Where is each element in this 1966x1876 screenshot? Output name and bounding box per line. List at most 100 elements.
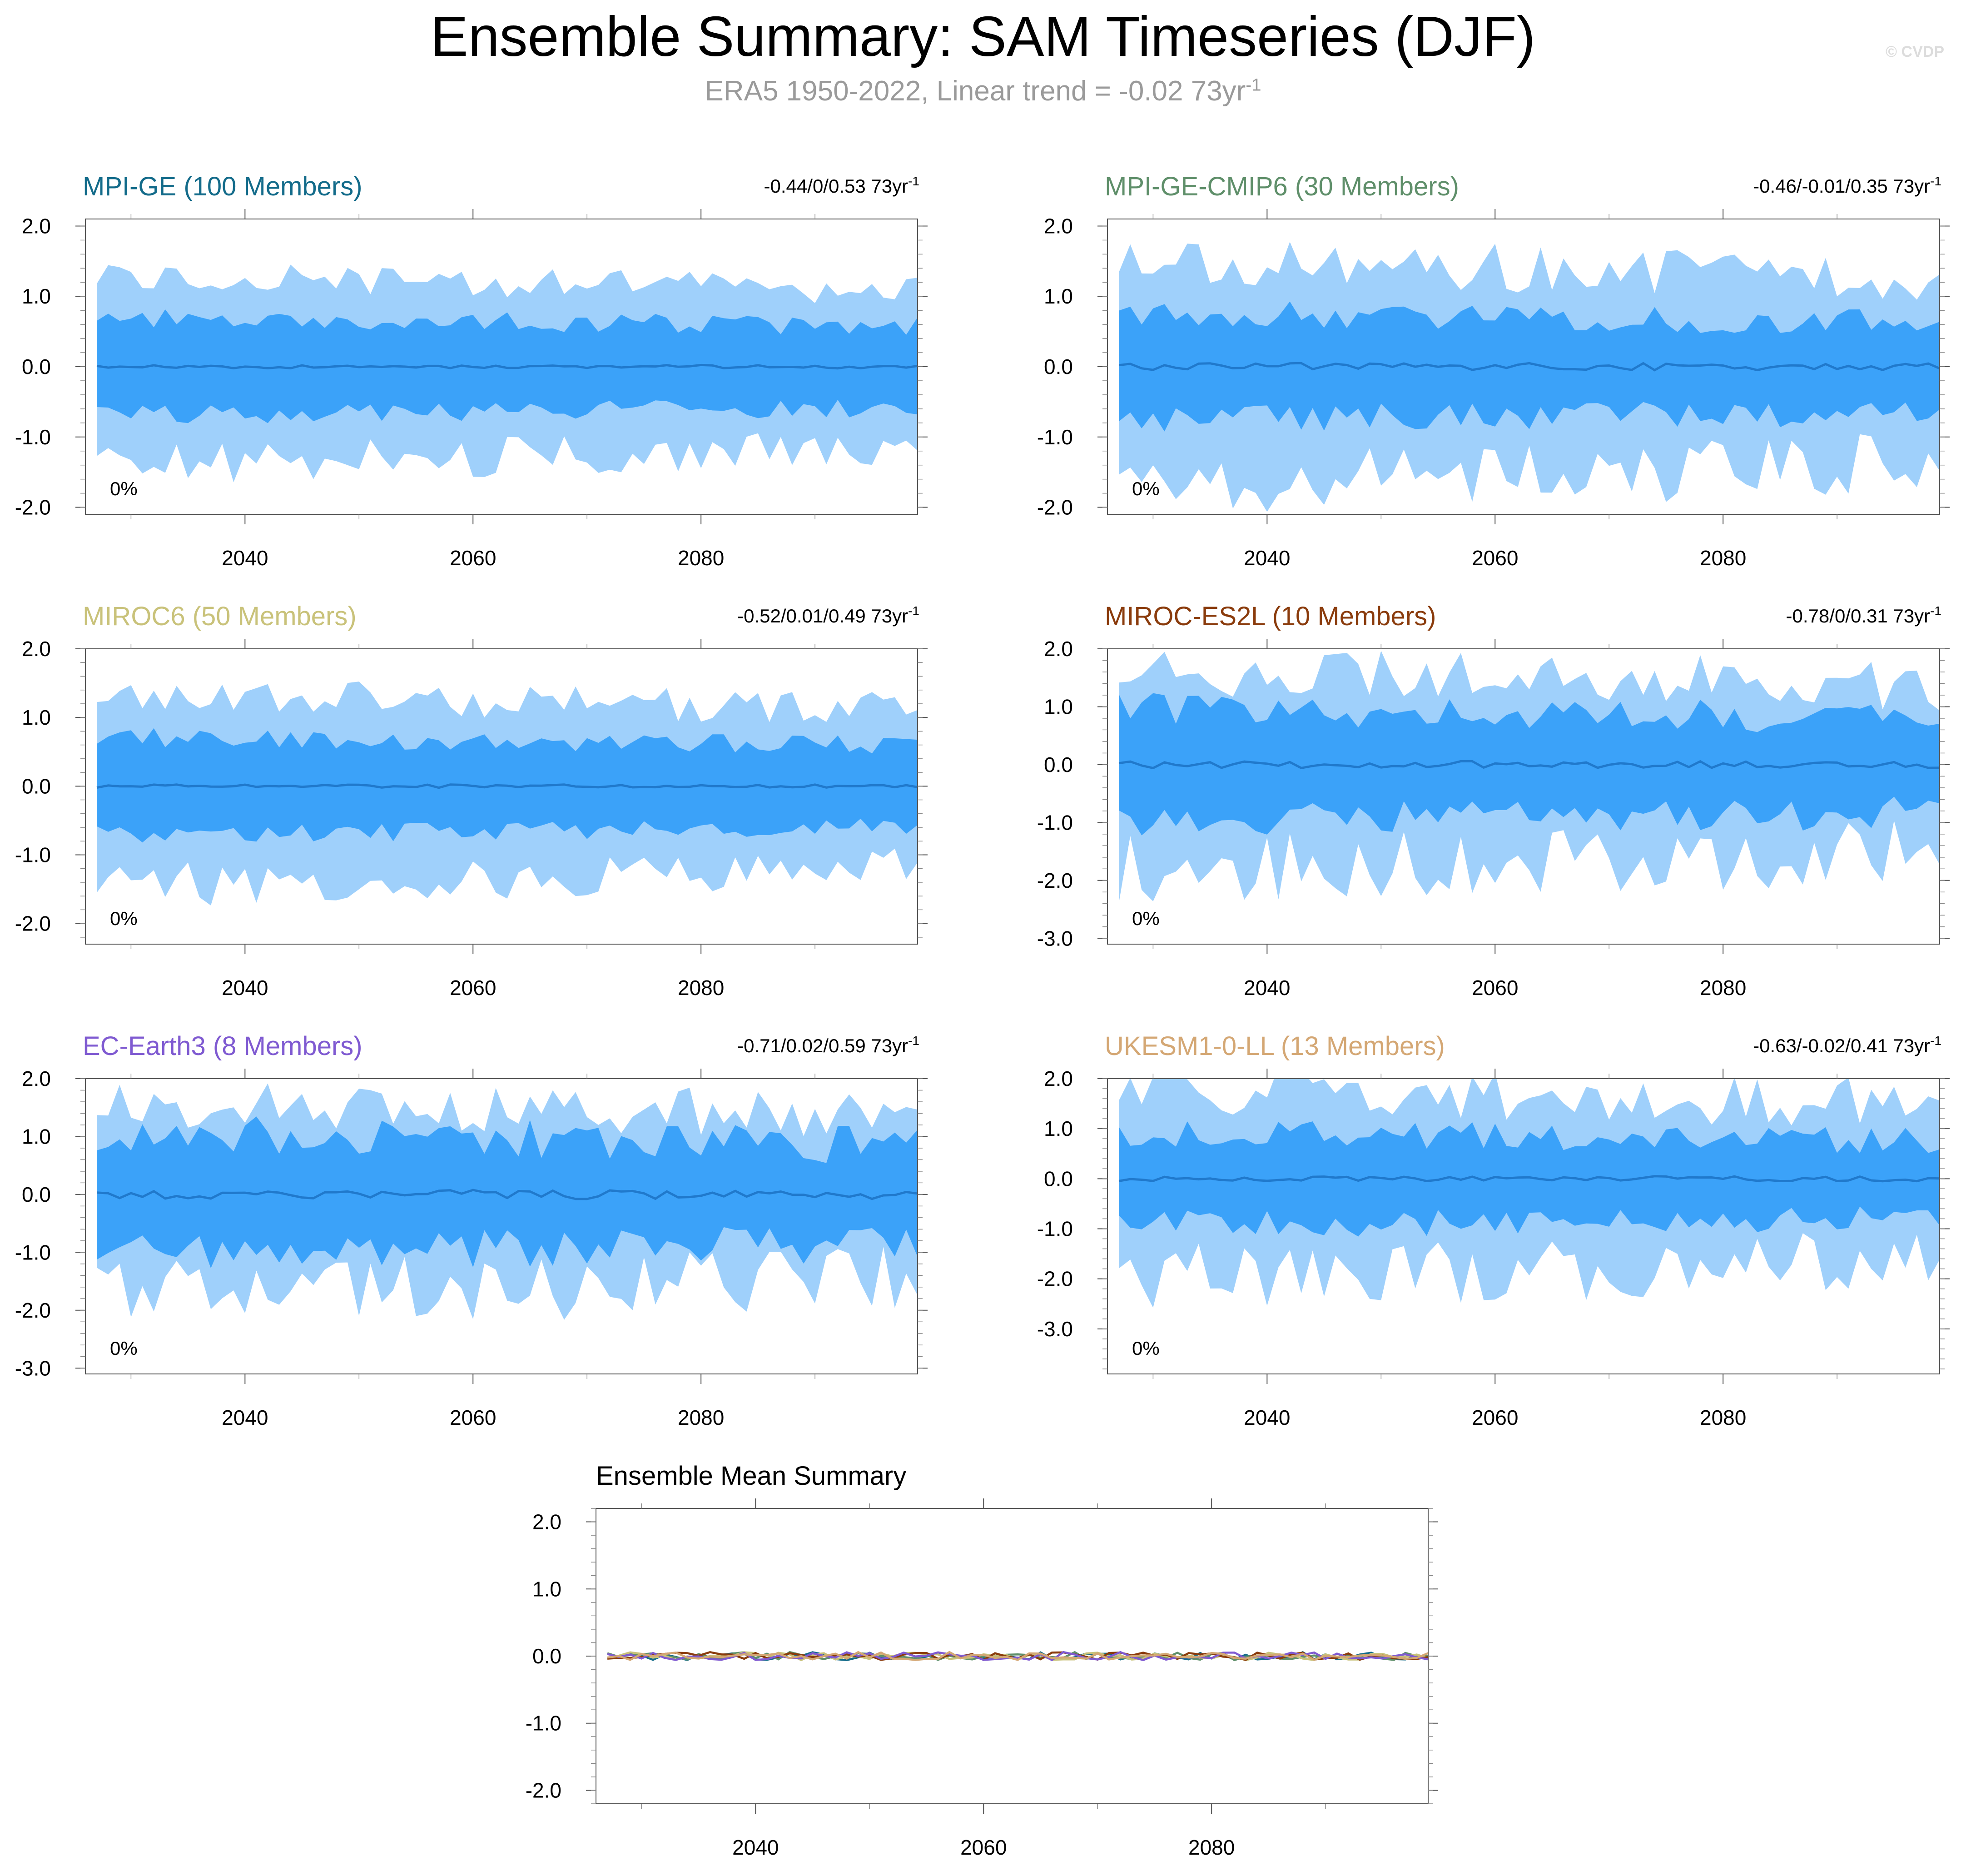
x-tick-label: 2080	[678, 546, 724, 570]
y-tick-label: -2.0	[15, 1299, 51, 1322]
cvdp-watermark: © CVDP	[1886, 43, 1944, 60]
y-tick-label: 2.0	[1044, 1067, 1073, 1090]
subtitle-exponent: -1	[1246, 75, 1261, 95]
trend-label: -0.71/0.02/0.59 73yr-1	[737, 1034, 919, 1056]
y-tick-label: 2.0	[532, 1510, 561, 1534]
plot-area	[607, 1651, 1428, 1662]
y-tick-label: -2.0	[1037, 1267, 1073, 1291]
y-tick-label: -1.0	[15, 843, 51, 866]
y-tick-label: 1.0	[22, 284, 51, 308]
panel-7: Ensemble Mean Summary 2.0 1.0 0.0 -1.0 -2.0 20…	[526, 1461, 1438, 1859]
y-tick-label: 0.0	[22, 774, 51, 798]
panel-title: EC-Earth3 (8 Members)	[83, 1031, 362, 1061]
y-tick-label: -1.0	[1037, 1217, 1073, 1241]
plot-frame	[1107, 1078, 1940, 1374]
percent-label: 0%	[1132, 908, 1160, 929]
y-tick-label: -3.0	[15, 1356, 51, 1380]
trend-label: -0.46/-0.01/0.35 73yr-1	[1753, 174, 1941, 197]
ensemble-mean-line	[96, 783, 918, 789]
ensemble-mean-line	[1118, 1175, 1940, 1183]
panel-title: MIROC6 (50 Members)	[83, 602, 357, 631]
y-tick-label: 0.0	[22, 355, 51, 378]
y-tick-label: 0.0	[532, 1644, 561, 1668]
x-tick-label: 2080	[678, 976, 724, 1000]
plot-area	[96, 1083, 918, 1320]
x-tick-label: 2060	[450, 546, 496, 570]
panel-title: MPI-GE-CMIP6 (30 Members)	[1105, 172, 1459, 201]
ensemble-mean-line	[1118, 362, 1940, 372]
inner-percentile-band	[1119, 1121, 1940, 1237]
y-tick-label: 0.0	[1044, 355, 1073, 378]
plot-area	[96, 264, 918, 483]
panel-3: MIROC6 (50 Members) -0.52/0.01/0.49 73yr-…	[15, 602, 928, 1000]
panel-title: MIROC-ES2L (10 Members)	[1105, 602, 1436, 631]
y-tick-label: 0.0	[1044, 1167, 1073, 1190]
plot-area	[1118, 651, 1940, 903]
y-tick-label: 1.0	[1044, 1117, 1073, 1140]
y-tick-label: 2.0	[22, 214, 51, 238]
x-tick-label: 2080	[678, 1406, 724, 1429]
x-tick-label: 2060	[450, 976, 496, 1000]
y-tick-label: 0.0	[22, 1183, 51, 1206]
x-tick-label: 2060	[960, 1836, 1007, 1859]
y-tick-label: -2.0	[15, 912, 51, 936]
mean-series-5	[607, 1651, 1428, 1662]
plot-area	[1118, 242, 1940, 512]
percent-label: 0%	[110, 908, 138, 929]
y-tick-label: 1.0	[22, 1125, 51, 1148]
x-tick-label: 2040	[1244, 546, 1290, 570]
trend-label: -0.63/-0.02/0.41 73yr-1	[1753, 1034, 1941, 1056]
x-tick-label: 2080	[1700, 976, 1746, 1000]
mean-series-6	[607, 1651, 1428, 1661]
x-tick-label: 2040	[1244, 976, 1290, 1000]
x-tick-label: 2080	[1188, 1836, 1235, 1859]
y-tick-label: 1.0	[22, 706, 51, 729]
y-tick-label: 2.0	[22, 637, 51, 661]
plot-area	[96, 682, 918, 906]
x-tick-label: 2040	[222, 1406, 268, 1429]
panel-1: MPI-GE (100 Members) -0.44/0/0.53 73yr-1 0…	[15, 172, 928, 570]
y-tick-label: -2.0	[526, 1778, 561, 1802]
trend-label: -0.52/0.01/0.49 73yr-1	[737, 604, 919, 627]
x-tick-label: 2080	[1700, 546, 1746, 570]
y-tick-label: 1.0	[532, 1577, 561, 1601]
x-tick-label: 2080	[1700, 1406, 1746, 1429]
y-tick-label: -3.0	[1037, 926, 1073, 950]
y-tick-label: 1.0	[1044, 695, 1073, 718]
panel-title: Ensemble Mean Summary	[596, 1461, 906, 1491]
ensemble-mean-line	[96, 363, 918, 370]
percent-label: 0%	[110, 478, 138, 499]
panel-title: MPI-GE (100 Members)	[83, 172, 362, 201]
inner-percentile-band	[1119, 693, 1940, 836]
panel-6: UKESM1-0-LL (13 Members) -0.63/-0.02/0.41…	[1037, 1031, 1950, 1429]
y-tick-label: -1.0	[15, 425, 51, 449]
percent-label: 0%	[1132, 478, 1160, 499]
x-tick-label: 2040	[222, 976, 268, 1000]
x-tick-label: 2060	[1472, 1406, 1518, 1429]
plot-frame	[85, 1078, 918, 1374]
subtitle-text: ERA5 1950-2022, Linear trend = -0.02 73y…	[705, 75, 1246, 107]
panel-4: MIROC-ES2L (10 Members) -0.78/0/0.31 73yr…	[1037, 602, 1950, 1000]
inner-percentile-band	[97, 309, 918, 423]
panel-5: EC-Earth3 (8 Members) -0.71/0.02/0.59 73y…	[15, 1031, 928, 1429]
panel-2: MPI-GE-CMIP6 (30 Members) -0.46/-0.01/0.3…	[1037, 172, 1950, 570]
y-tick-label: 0.0	[1044, 753, 1073, 776]
y-tick-label: -2.0	[15, 496, 51, 519]
y-tick-label: 2.0	[1044, 637, 1073, 661]
x-tick-label: 2040	[222, 546, 268, 570]
percent-label: 0%	[1132, 1338, 1160, 1359]
y-tick-label: -2.0	[1037, 869, 1073, 892]
y-tick-label: -2.0	[1037, 496, 1073, 519]
x-tick-label: 2060	[1472, 976, 1518, 1000]
plot-frame	[85, 648, 918, 945]
figure-title: Ensemble Summary: SAM Timeseries (DJF)	[430, 5, 1536, 68]
trend-label: -0.78/0/0.31 73yr-1	[1786, 604, 1941, 627]
y-tick-label: 2.0	[22, 1067, 51, 1090]
y-tick-label: -3.0	[1037, 1317, 1073, 1341]
y-tick-label: -1.0	[15, 1240, 51, 1264]
panel-title: UKESM1-0-LL (13 Members)	[1105, 1031, 1445, 1061]
y-tick-label: 1.0	[1044, 284, 1073, 308]
x-tick-label: 2040	[1244, 1406, 1290, 1429]
plot-frame	[1107, 648, 1940, 945]
